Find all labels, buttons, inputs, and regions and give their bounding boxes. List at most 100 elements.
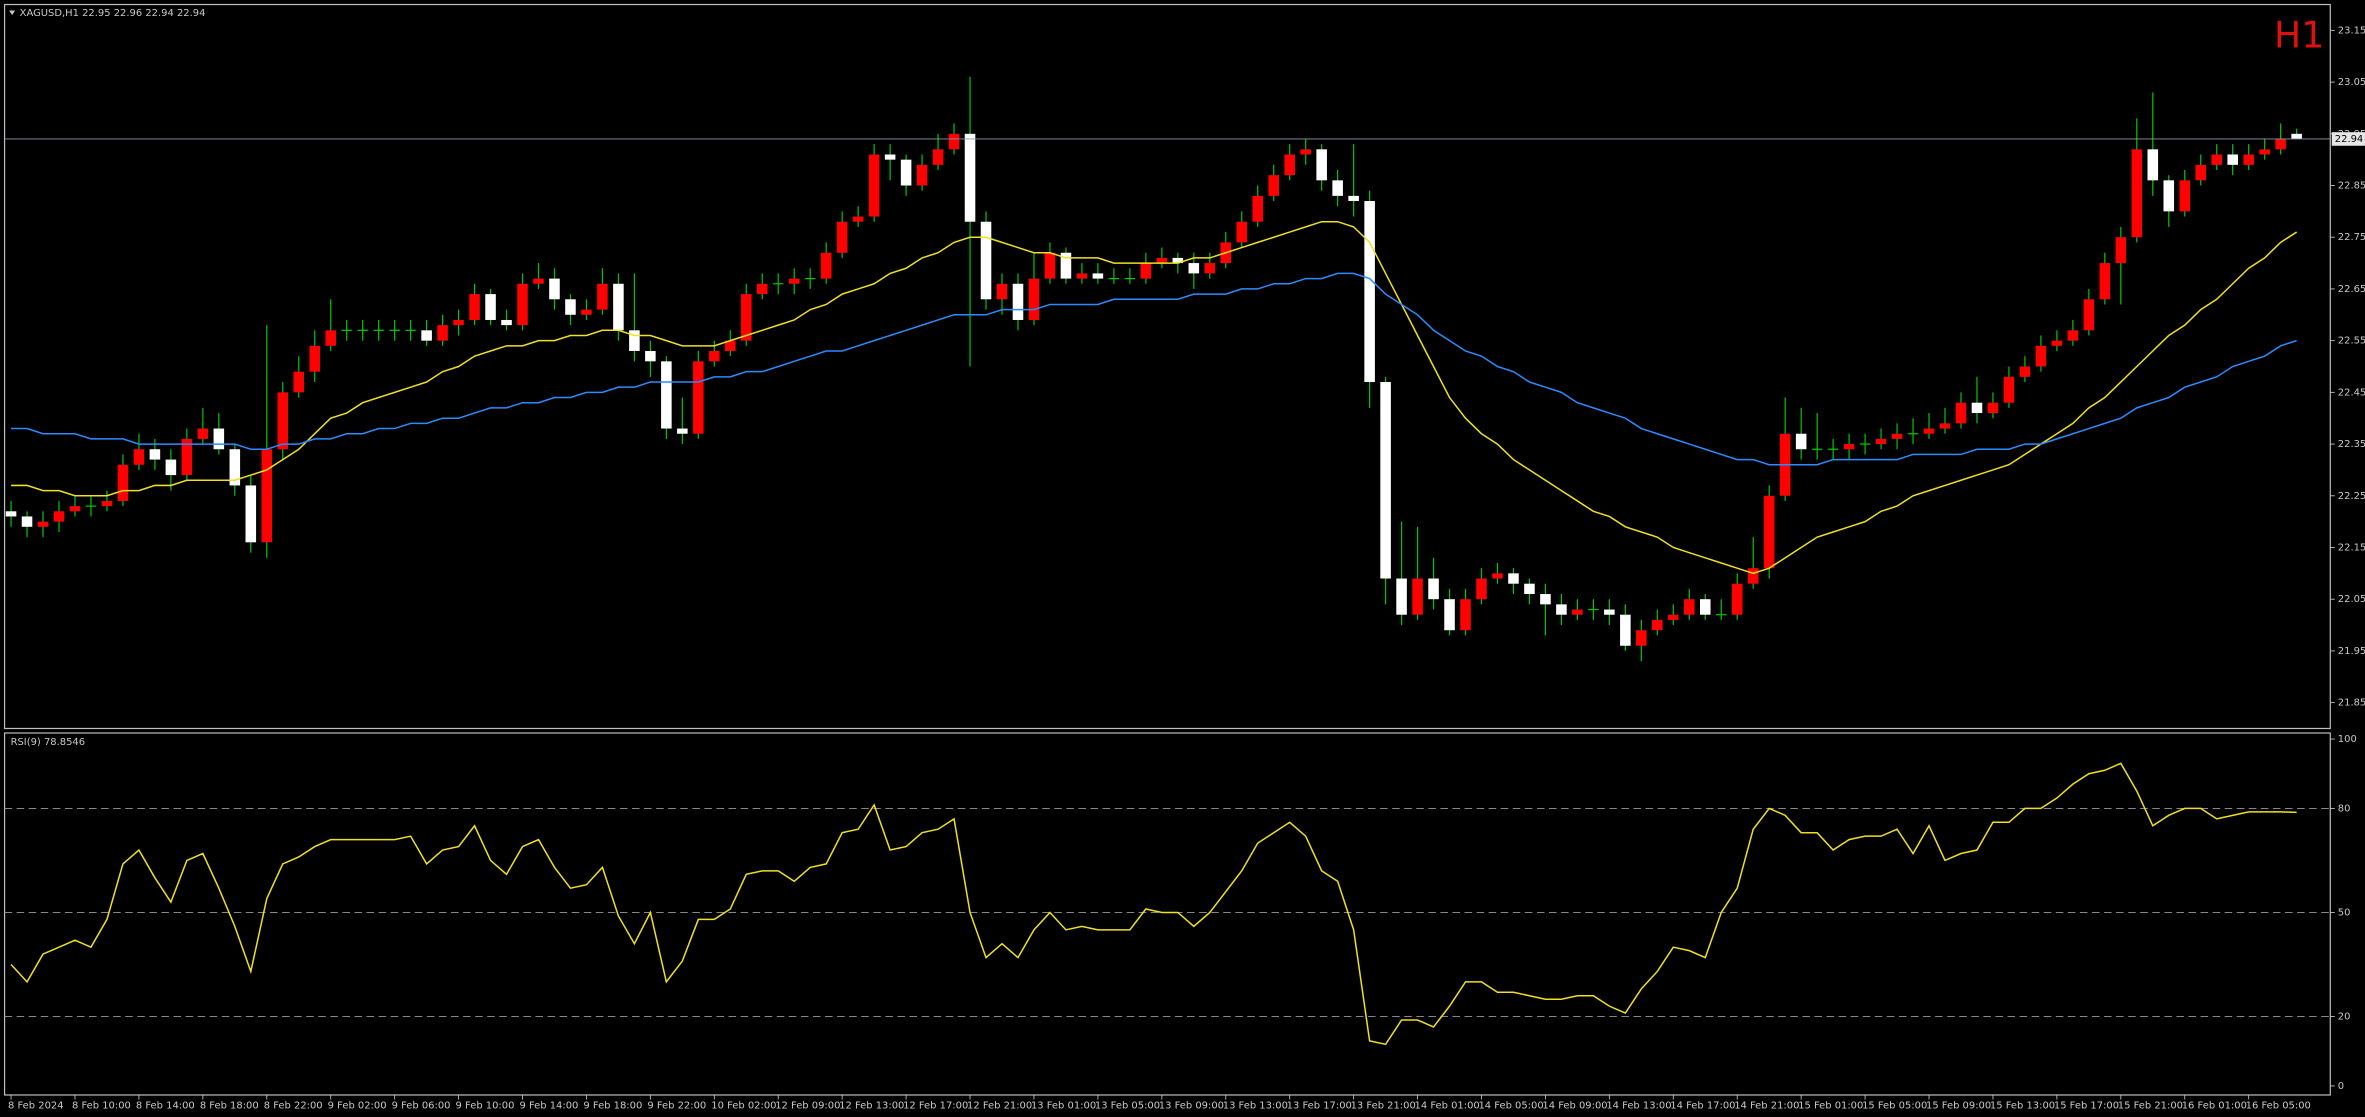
candle-body	[437, 325, 448, 341]
candle-body	[21, 516, 33, 527]
x-tick-label: 8 Feb 18:00	[200, 1101, 259, 1112]
candle-body	[2083, 299, 2095, 331]
candle-body	[469, 294, 480, 320]
candle-body	[1300, 149, 1311, 155]
candle-body	[709, 350, 720, 362]
x-tick-label: 13 Feb 13:00	[1223, 1101, 1288, 1112]
y-tick-label: 22.65	[2338, 284, 2365, 295]
candle-body	[2035, 345, 2047, 367]
candle-body	[1604, 609, 1615, 615]
rsi-title: RSI(9) 78.8546	[11, 737, 85, 748]
y-tick-label: 22.15	[2338, 542, 2365, 553]
candle-body	[1348, 195, 1359, 202]
candle-body	[1987, 402, 1999, 414]
candle-body	[2051, 340, 2063, 346]
candle-body	[181, 438, 193, 476]
candle-body	[1460, 599, 1471, 631]
x-tick-label: 13 Feb 09:00	[1159, 1101, 1224, 1112]
candle-body	[133, 449, 145, 465]
candle-body	[2179, 180, 2191, 212]
candle-body	[661, 361, 672, 429]
candle-body	[1508, 573, 1519, 584]
candle-body	[820, 252, 832, 279]
candle-body	[1012, 283, 1024, 320]
last-price-box	[2331, 132, 2365, 146]
candle-body	[1524, 583, 1535, 595]
candle-body	[2131, 149, 2143, 238]
x-tick-label: 16 Feb 01:00	[2182, 1101, 2247, 1112]
candle-body	[1060, 252, 1072, 279]
candle-body	[2099, 263, 2111, 300]
x-tick-label: 16 Feb 05:00	[2246, 1101, 2311, 1112]
candle-body	[1236, 221, 1248, 243]
x-tick-label: 12 Feb 21:00	[967, 1101, 1032, 1112]
candle-body	[501, 319, 512, 326]
x-tick-label: 15 Feb 13:00	[1990, 1101, 2055, 1112]
candle-body	[613, 283, 624, 331]
x-tick-label: 9 Feb 18:00	[583, 1101, 642, 1112]
x-tick-label: 12 Feb 13:00	[839, 1101, 904, 1112]
candle-body	[1332, 180, 1343, 196]
candle-body	[2147, 149, 2159, 181]
candle-body	[1492, 573, 1503, 579]
candle-body	[2211, 154, 2222, 165]
candle-body	[1875, 438, 1887, 445]
y-tick-label: 23.05	[2338, 77, 2365, 88]
x-tick-label: 14 Feb 05:00	[1478, 1101, 1543, 1112]
candle-body	[549, 278, 560, 300]
chart-title: XAGUSD,H1 22.95 22.96 22.94 22.94	[20, 8, 206, 19]
candle-body	[1316, 149, 1327, 181]
candle-body	[1683, 599, 1695, 615]
candle-body	[1476, 578, 1487, 600]
x-tick-label: 8 Feb 2024	[8, 1101, 64, 1112]
x-tick-label: 10 Feb 02:00	[711, 1101, 776, 1112]
candle-body	[1044, 252, 1056, 279]
candle-body	[69, 506, 81, 512]
candle-body	[597, 283, 608, 310]
candle-body	[1572, 609, 1583, 615]
candle-body	[325, 330, 336, 346]
x-tick-label: 13 Feb 01:00	[1031, 1101, 1096, 1112]
moving-average-line	[11, 220, 2298, 575]
candle-body	[725, 340, 736, 351]
candle-body	[2275, 138, 2286, 150]
candle-body	[1268, 175, 1279, 196]
candle-body	[1156, 257, 1168, 264]
candle-body	[1444, 599, 1455, 631]
candle-body	[229, 449, 241, 486]
x-tick-label: 13 Feb 17:00	[1287, 1101, 1352, 1112]
x-tick-label: 14 Feb 17:00	[1670, 1101, 1735, 1112]
candle-body	[5, 511, 17, 517]
candle-body	[1923, 428, 1935, 434]
candle-body	[2003, 376, 2015, 403]
candle-body	[2163, 180, 2175, 212]
rsi-line	[10, 762, 2297, 1046]
price-panel-frame	[3, 3, 2331, 730]
candle-body	[533, 278, 544, 284]
candle-body	[932, 149, 944, 165]
candle-body	[2195, 164, 2207, 181]
candle-body	[1204, 263, 1216, 274]
candle-body	[53, 511, 65, 522]
candle-body	[868, 154, 880, 217]
candle-body	[1556, 604, 1567, 615]
candle-body	[996, 283, 1008, 300]
menu-icon[interactable]	[9, 10, 16, 16]
candle-body	[453, 319, 464, 326]
y-tick-label: 22.85	[2338, 181, 2365, 192]
candle-body	[197, 428, 209, 439]
candle-body	[1731, 583, 1743, 615]
candle-body	[948, 133, 960, 150]
candle-body	[1668, 614, 1679, 620]
last-price-label: 22.94	[2335, 134, 2363, 145]
candle-body	[852, 216, 864, 222]
y-tick-label: 22.35	[2338, 439, 2365, 450]
candle-body	[1092, 273, 1104, 279]
candle-body	[645, 350, 656, 362]
candle-body	[293, 371, 305, 393]
candle-body	[964, 133, 976, 222]
candle-body	[1955, 402, 1967, 424]
